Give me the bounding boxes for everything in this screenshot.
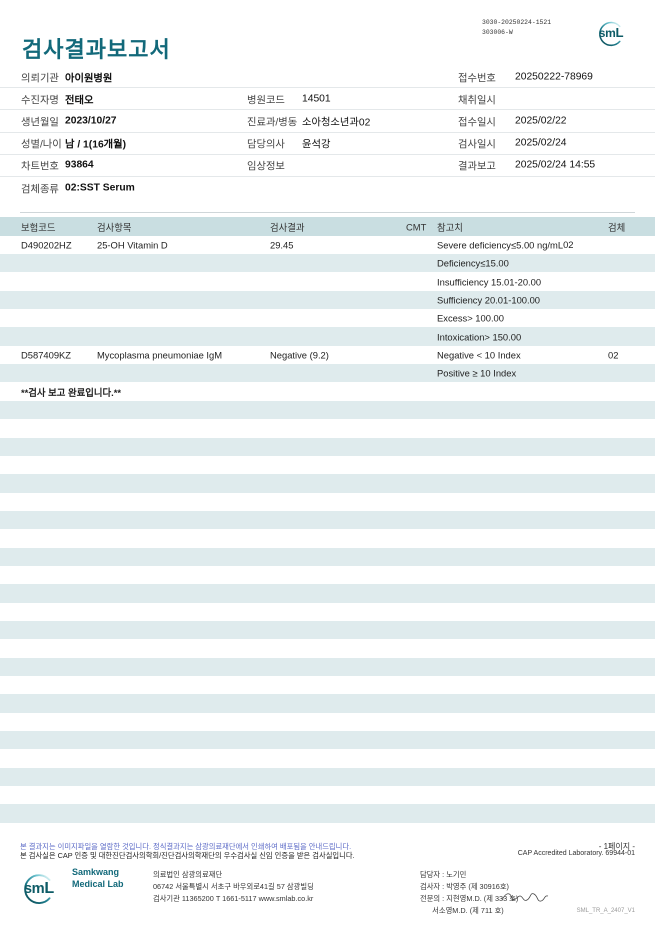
svg-text:smL: smL (599, 25, 624, 40)
svg-text:smL: smL (24, 879, 54, 897)
